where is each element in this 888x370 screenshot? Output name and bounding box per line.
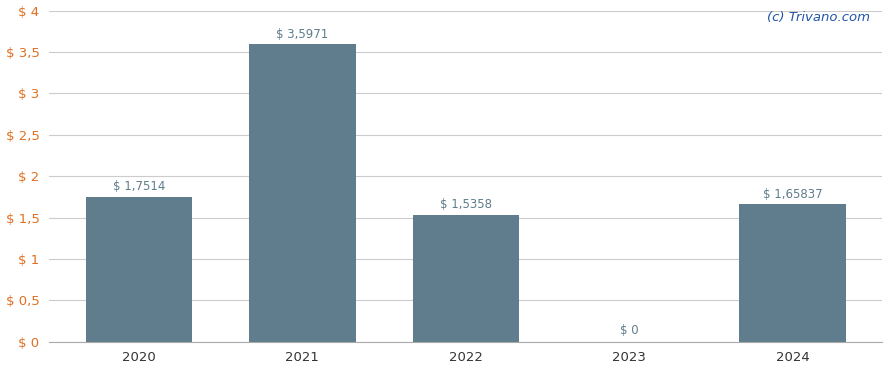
- Bar: [86, 197, 192, 342]
- Text: $ 1,7514: $ 1,7514: [113, 181, 165, 194]
- Text: (c) Trivano.com: (c) Trivano.com: [767, 11, 870, 24]
- Text: $ 1,65837: $ 1,65837: [763, 188, 822, 201]
- Bar: [250, 44, 355, 342]
- Bar: [413, 215, 519, 342]
- Bar: [740, 204, 845, 342]
- Text: $ 3,5971: $ 3,5971: [276, 28, 329, 41]
- Text: $ 1,5358: $ 1,5358: [440, 198, 492, 211]
- Text: $ 0: $ 0: [620, 324, 638, 337]
